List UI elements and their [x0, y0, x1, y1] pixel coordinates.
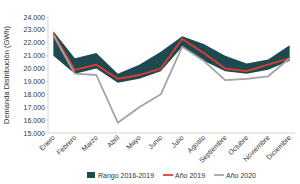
legend-label: Rango 2016-2019: [98, 172, 154, 180]
y-tick-label: 15.000: [24, 130, 46, 137]
legend-item: Año 2019: [163, 172, 205, 179]
x-axis: [48, 133, 295, 134]
y-axis-title: Demanda Distribución (GWh): [2, 26, 11, 124]
legend-label: Año 2020: [226, 172, 256, 179]
x-tick-label: Marzo: [80, 134, 99, 153]
series-line: [53, 35, 289, 123]
x-tick-label: Diciembre: [265, 134, 292, 161]
y-tick-label: 24.000: [24, 14, 46, 21]
y-tick-label: 19.000: [24, 78, 46, 85]
legend-swatch: [87, 172, 95, 178]
legend: Rango 2016-2019 Año 2019 Año 2020: [87, 172, 256, 180]
legend-swatch: [214, 174, 224, 176]
chart: Demanda Distribución (GWh) 15.000 16.000 17…: [0, 0, 300, 184]
y-tick-label: 16.000: [24, 117, 46, 124]
plot-marks: [53, 31, 289, 123]
y-tick-label: 18.000: [24, 91, 46, 98]
legend-item: Rango 2016-2019: [87, 172, 154, 180]
x-tick-label: Enero: [38, 134, 56, 152]
legend-swatch: [163, 174, 173, 176]
x-tick-label: Julio: [170, 134, 185, 149]
x-tick-label: Mayo: [125, 134, 143, 152]
legend-item: Año 2020: [214, 172, 256, 179]
y-axis: [48, 17, 49, 133]
legend-label: Año 2019: [175, 172, 205, 179]
x-tick-label: Febrero: [55, 134, 77, 156]
y-tick-label: 22.000: [24, 39, 46, 46]
y-tick-label: 20.000: [24, 65, 46, 72]
y-tick-label: 17.000: [24, 104, 46, 111]
x-tick-label: Septiembre: [198, 134, 229, 165]
y-tick-label: 23.000: [24, 26, 46, 33]
x-tick-label: Abril: [106, 133, 121, 148]
y-tick-label: 21.000: [24, 52, 46, 59]
x-tick-label: Junio: [147, 134, 164, 151]
